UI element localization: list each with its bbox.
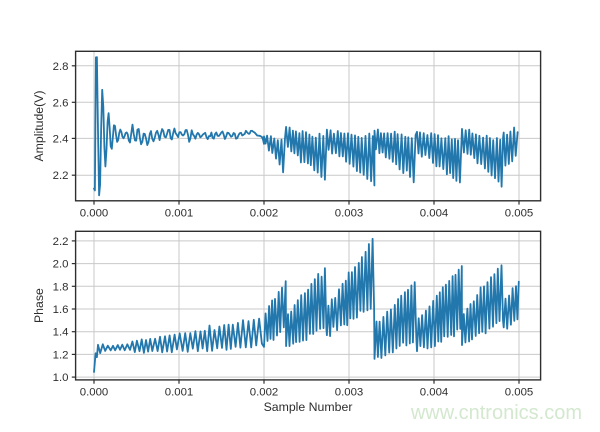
svg-text:0.004: 0.004 xyxy=(420,208,449,220)
svg-text:2.6: 2.6 xyxy=(53,97,69,109)
svg-text:0.001: 0.001 xyxy=(165,208,194,220)
svg-text:0.003: 0.003 xyxy=(335,387,364,399)
svg-text:2.2: 2.2 xyxy=(53,170,69,182)
svg-text:1.4: 1.4 xyxy=(53,327,69,339)
svg-text:0.002: 0.002 xyxy=(250,387,279,399)
svg-text:0.005: 0.005 xyxy=(505,208,534,220)
svg-text:1.0: 1.0 xyxy=(53,372,69,384)
svg-text:1.6: 1.6 xyxy=(53,304,69,316)
svg-text:2.0: 2.0 xyxy=(53,259,69,271)
svg-text:2.4: 2.4 xyxy=(53,133,69,145)
svg-text:0.003: 0.003 xyxy=(335,208,364,220)
svg-text:1.8: 1.8 xyxy=(53,281,69,293)
svg-text:2.8: 2.8 xyxy=(53,61,69,73)
svg-text:0.000: 0.000 xyxy=(80,208,109,220)
svg-text:0.005: 0.005 xyxy=(505,387,534,399)
svg-text:0.004: 0.004 xyxy=(420,387,449,399)
svg-text:0.000: 0.000 xyxy=(80,387,109,399)
svg-text:2.2: 2.2 xyxy=(53,236,69,248)
svg-text:Amplitude(V): Amplitude(V) xyxy=(32,90,46,161)
svg-text:Phase: Phase xyxy=(32,288,46,323)
svg-text:www.cntronics.com: www.cntronics.com xyxy=(410,402,582,424)
svg-text:0.001: 0.001 xyxy=(165,387,194,399)
svg-text:1.2: 1.2 xyxy=(53,349,69,361)
svg-text:0.002: 0.002 xyxy=(250,208,279,220)
svg-text:Sample Number: Sample Number xyxy=(264,400,353,414)
